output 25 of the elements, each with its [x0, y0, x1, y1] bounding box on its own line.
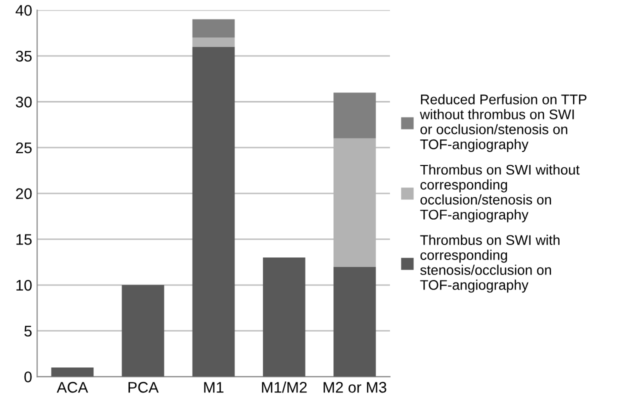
bar: [192, 38, 235, 47]
y-tick-label: 40: [16, 4, 32, 16]
y-tick-label: 35: [16, 50, 32, 62]
bar: [334, 266, 376, 377]
x-tick-label: M1: [204, 382, 224, 393]
y-tick-label: 25: [16, 142, 32, 154]
bar: [192, 19, 235, 38]
bar: [192, 46, 235, 377]
y-tick-label: 10: [16, 280, 32, 291]
x-tick-label: M1/M2: [262, 382, 307, 393]
x-tick-label: ACA: [56, 382, 88, 393]
y-tick-label: 5: [24, 326, 32, 337]
y-tick-label: 15: [16, 234, 32, 245]
legend-label: Thrombus on SWI with corresponding stenosis/occlusion on TOF-angiography: [420, 234, 560, 293]
x-tick-label: PCA: [128, 382, 159, 393]
bar: [262, 258, 306, 377]
y-tick-label: 20: [16, 188, 32, 200]
legend-label: Thrombus on SWI without corresponding occlusion/stenosis on TOF-angiography: [420, 164, 580, 222]
bar: [334, 92, 376, 138]
x-tick-label: M2 or M3: [324, 382, 386, 393]
legend-label: Reduced Perfusion on TTP without thrombus on SWI or occlusion/stenosis on TOF-angiography: [420, 94, 586, 152]
y-tick-label: 30: [16, 96, 32, 108]
bar: [51, 367, 94, 377]
y-tick-label: 0: [24, 372, 32, 382]
bar: [122, 285, 164, 377]
